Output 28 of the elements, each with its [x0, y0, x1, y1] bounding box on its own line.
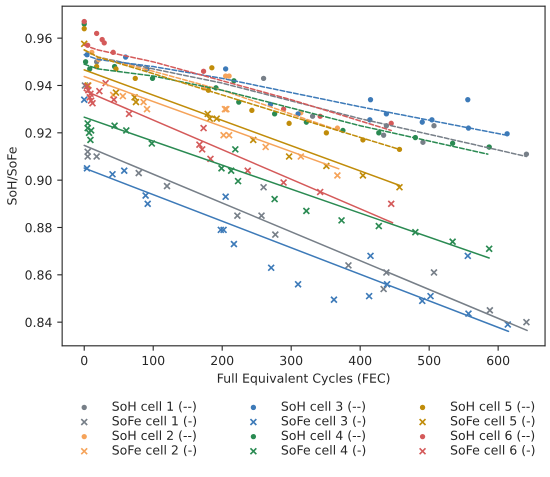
y-tick-label: 0.92: [25, 128, 52, 138]
x-tick-label: 200: [211, 356, 234, 366]
legend-label: SoH cell 2 (--): [112, 430, 196, 442]
x-tick-label: 400: [348, 356, 372, 366]
y-tick-label: 0.88: [25, 222, 52, 232]
legend-label: SoH cell 1 (--): [112, 401, 196, 412]
y-tick-label: 0.96: [25, 34, 52, 44]
legend-label: SoH cell 6 (--): [450, 430, 534, 442]
legend-label: SoFe cell 4 (-): [282, 445, 366, 456]
x-tick-label: 500: [418, 356, 440, 366]
legend-label: SoH cell 5 (--): [450, 401, 534, 412]
legend-label: SoFe cell 1 (-): [112, 416, 196, 427]
x-axis-title: Full Equivalent Cycles (FEC): [218, 373, 390, 386]
x-tick-label: 300: [280, 356, 302, 366]
y-tick-label: 0.84: [25, 318, 52, 328]
y-tick-label: 0.94: [25, 80, 52, 90]
y-axis-title: SoH/SoFe: [7, 147, 18, 205]
legend-label: SoFe cell 6 (-): [450, 445, 534, 456]
legend-label: SoH cell 3 (--): [282, 401, 365, 412]
x-tick-label: 0: [81, 356, 88, 366]
legend-label: SoFe cell 3 (-): [282, 416, 366, 427]
legend-label: SoFe cell 2 (-): [112, 445, 196, 456]
x-tick-label: 100: [142, 356, 164, 366]
y-tick-label: 0.86: [25, 270, 52, 280]
legend-label: SoFe cell 5 (-): [450, 416, 534, 427]
y-tick-label: 0.90: [25, 176, 52, 186]
legend-label: SoH cell 4 (--): [282, 430, 365, 442]
x-tick-label: 600: [487, 356, 510, 366]
